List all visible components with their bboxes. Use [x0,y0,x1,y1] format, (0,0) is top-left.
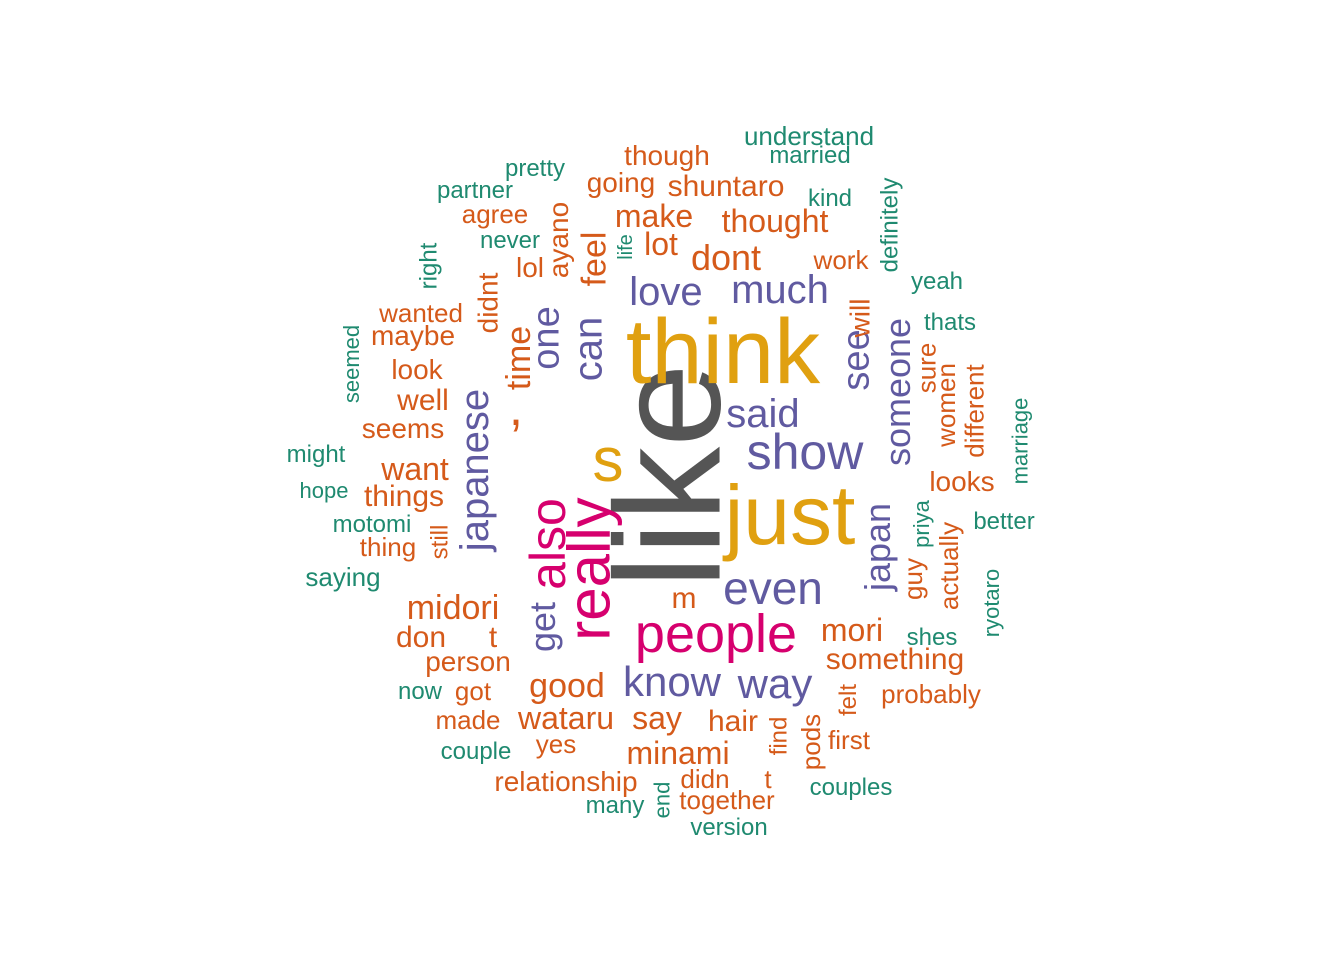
word-made: made [435,705,501,735]
word-m: m [671,582,697,615]
word-thats: thats [923,309,977,336]
word-got: got [454,676,492,706]
word-things: things [363,480,445,513]
word-say: say [632,700,682,736]
word-life: life [614,234,637,260]
word-shuntaro: shuntaro [667,170,785,203]
word-lol: lol [515,252,544,283]
word-hair: hair [707,705,759,738]
word-felt: felt [834,683,862,717]
word-partner: partner [436,177,514,204]
word-saying: saying [305,562,381,592]
word-much: much [731,268,829,312]
word-agree: agree [461,199,529,229]
word-yeah: yeah [910,268,964,295]
word-love: love [629,270,703,314]
word-work: work [813,245,869,275]
word-first: first [828,725,870,755]
word-never: never [479,227,541,254]
word-get: get [521,601,563,653]
word-maybe: maybe [370,320,456,351]
word-will: will [843,298,875,338]
word-good: good [529,667,605,705]
word-even: even [723,562,823,614]
word-end: end [649,781,674,819]
word-different: different [959,364,990,458]
word-know: know [622,658,722,705]
word-shes: shes [906,624,958,651]
word-think: think [625,301,821,403]
word-might: might [286,441,346,468]
word-can: can [566,316,610,382]
word-well: well [397,384,449,417]
word-didn: didn [680,764,730,794]
word-kind: kind [807,185,853,212]
word-want: want [381,451,449,487]
word-married: married [769,142,851,169]
word-also: also [519,498,576,590]
word-women: women [930,363,961,447]
word-person: person [425,646,511,677]
word-comma: , [509,380,523,436]
word-understand: understand [743,121,875,151]
word-show: show [746,424,864,480]
word-didnt: didnt [472,272,503,334]
word-wanted: wanted [379,298,463,328]
word-couple: couple [440,738,512,765]
word-way: way [737,660,813,707]
word-minami: minami [626,735,730,771]
word-t: t [488,621,498,654]
word-version: version [690,814,768,841]
word-though: though [624,140,710,171]
word-actually: actually [934,521,964,611]
word-japanese: japanese [453,388,497,552]
word-now: now [397,678,443,705]
word-thought: thought [721,203,829,239]
word-definitely: definitely [875,177,903,273]
word-midori: midori [406,589,500,627]
word-find: find [764,716,792,756]
word-just: just [724,468,856,562]
word-right: right [415,242,442,290]
word-guy: guy [897,558,928,600]
word-couples: couples [809,774,893,801]
word-seems: seems [361,413,445,444]
word-lot: lot [644,226,678,262]
word-motomi: motomi [332,511,412,538]
word-ryotaro: ryotaro [978,568,1004,638]
word-relationship: relationship [494,766,638,797]
word-said: said [726,392,800,436]
word-yes: yes [535,729,577,759]
word-see: see [836,329,878,391]
word-marriage: marriage [1007,397,1032,485]
word-t-2: t [764,764,772,794]
word-something: something [825,643,965,676]
word-look: look [391,354,443,385]
word-mori: mori [820,612,884,648]
word-probably: probably [881,679,981,709]
word-feel: feel [574,231,613,287]
word-better: better [973,508,1035,535]
word-s: s [592,426,624,495]
word-still: still [425,524,453,560]
word-people: people [634,604,798,664]
word-ayano: ayano [542,201,574,279]
word-many: many [585,792,645,819]
word-don: don [395,621,447,654]
word-pretty: pretty [504,155,566,182]
word-together: together [679,785,775,815]
word-make: make [614,198,694,234]
word-time: time [499,325,538,391]
word-hope: hope [299,478,349,503]
word-japan: japan [857,502,898,592]
word-priya: priya [909,500,934,548]
word-seemed: seemed [339,324,364,404]
word-looks: looks [929,466,995,497]
word-pods: pods [795,713,826,771]
word-thing: thing [359,532,417,562]
word-dont: dont [690,237,762,278]
word-wataru: wataru [517,700,615,736]
word-going: going [586,167,656,198]
